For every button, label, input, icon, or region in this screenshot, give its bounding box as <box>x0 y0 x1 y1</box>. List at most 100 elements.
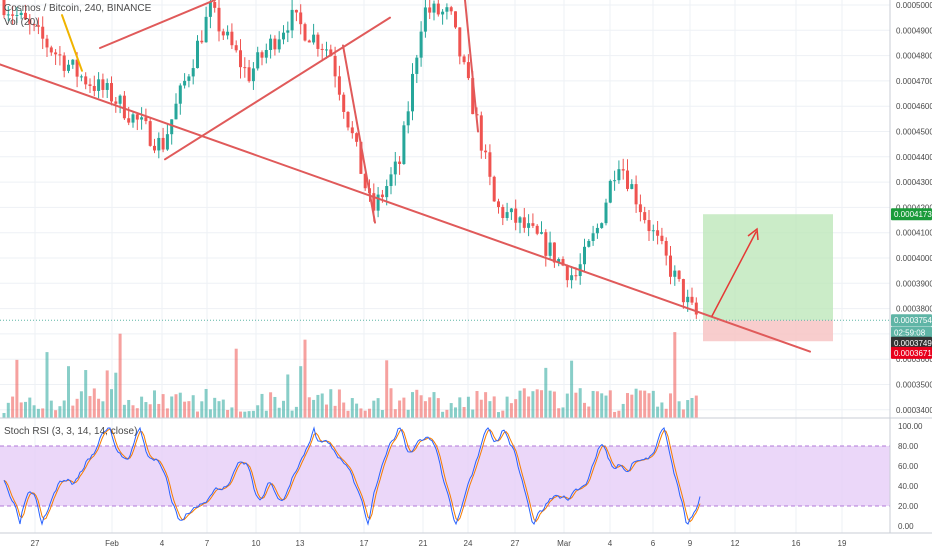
candle-body <box>316 34 320 49</box>
candle-body <box>97 79 101 91</box>
volume-bar <box>127 399 131 418</box>
candle-body <box>518 217 522 223</box>
price-badge[interactable] <box>891 336 932 349</box>
volume-bar <box>290 410 294 418</box>
trendline-channel-lower[interactable] <box>164 16 391 161</box>
trendline-channel-upper[interactable] <box>99 0 216 50</box>
candle-body <box>234 45 238 51</box>
candle-body <box>312 34 316 43</box>
candle-body <box>58 54 62 56</box>
rsi-tick-label: 40.00 <box>898 482 919 491</box>
candle-body <box>686 296 690 303</box>
volume-bar <box>148 404 152 418</box>
volume-bar <box>458 397 462 418</box>
time-tick-label: 4 <box>608 539 613 548</box>
time-tick-label: Feb <box>105 539 119 548</box>
price-tick-label: 0.0003900 <box>896 279 932 288</box>
price-tick-label: 0.0005000 <box>896 1 932 10</box>
price-tick-label: 0.0004100 <box>896 229 932 238</box>
volume-bar <box>626 393 629 418</box>
price-badge[interactable] <box>891 314 932 327</box>
volume-legend[interactable]: Vol (20) <box>4 17 39 28</box>
price-tick-label: 0.0004600 <box>896 102 932 111</box>
candle-body <box>342 94 346 112</box>
volume-bar <box>131 405 135 418</box>
price-badge[interactable] <box>891 346 932 359</box>
candle-body <box>45 38 49 48</box>
candle-body <box>264 49 268 58</box>
volume-bar <box>402 397 406 418</box>
price-badge[interactable] <box>891 326 932 339</box>
volume-bar <box>294 406 298 418</box>
candle-body <box>320 48 324 50</box>
volume-bar <box>71 405 75 418</box>
trendline-highlight[interactable] <box>61 14 83 72</box>
volume-bar <box>694 395 698 418</box>
candle-body <box>75 59 79 77</box>
candle-body <box>67 64 70 71</box>
price-badge[interactable] <box>891 208 932 221</box>
rsi-tick-label: 60.00 <box>898 462 919 471</box>
candle-body <box>690 296 694 303</box>
target-zone[interactable] <box>703 214 833 321</box>
trendline-drop-2[interactable] <box>464 0 479 133</box>
volume-bar <box>15 359 19 418</box>
candle-body <box>544 232 548 256</box>
price-tick-label: 0.0004700 <box>896 77 932 86</box>
candle-body <box>247 67 251 82</box>
candle-body <box>260 52 264 58</box>
volume-bar <box>488 401 492 418</box>
stop-zone[interactable] <box>703 320 833 342</box>
rsi-tick-label: 100.00 <box>898 422 923 431</box>
volume-bar <box>385 360 389 418</box>
volume-bar <box>105 370 109 418</box>
symbol-legend[interactable]: Cosmos / Bitcoin, 240, BINANCE <box>4 3 152 14</box>
price-tick-label: 0.0004800 <box>896 52 932 61</box>
volume-bar <box>191 395 195 418</box>
volume-bar <box>6 402 10 418</box>
volume-bar <box>359 408 363 418</box>
candle-body <box>393 161 397 175</box>
trendline-descending-support[interactable] <box>0 63 811 353</box>
position-zones[interactable] <box>0 214 890 342</box>
time-tick-label: 16 <box>792 539 801 548</box>
candle-body <box>36 25 40 27</box>
volume-bar <box>247 411 251 418</box>
candle-body <box>144 117 148 122</box>
candle-body <box>101 79 105 90</box>
candle-body <box>531 223 535 226</box>
candle-body <box>299 12 303 25</box>
trendlines[interactable] <box>0 0 811 353</box>
candle-body <box>110 83 113 102</box>
candle-body <box>170 119 174 135</box>
trendline-drop-1[interactable] <box>342 44 376 224</box>
volume-bar <box>690 397 694 418</box>
candle-body <box>419 31 423 58</box>
candle-body <box>634 184 638 205</box>
rsi-tick-label: 20.00 <box>898 502 919 511</box>
price-tick-label: 0.0003800 <box>896 305 932 314</box>
volume-bar <box>578 388 582 418</box>
volume-bar <box>196 411 199 418</box>
volume-bar <box>608 390 612 418</box>
time-tick-label: 9 <box>688 539 693 548</box>
candle-body <box>677 270 681 280</box>
volume-bar <box>613 411 617 418</box>
candle-body <box>165 134 169 150</box>
volume-bar <box>135 408 139 418</box>
price-axis[interactable]: 0.0005000 0.0004900 0.0004800 0.0004700 0.00… <box>891 1 932 415</box>
stoch-rsi-pane <box>0 426 890 526</box>
candle-body <box>79 76 83 78</box>
projection-arrow[interactable] <box>711 231 757 317</box>
time-axis[interactable]: 27 Feb 4 7 10 13 17 21 24 27 Mar 4 6 9 12 16 19 <box>31 539 847 548</box>
candle-body <box>372 193 376 211</box>
volume-bar <box>664 408 668 418</box>
candle-body <box>243 67 247 69</box>
volume-bar <box>62 400 66 418</box>
volume-bar <box>540 390 543 418</box>
candle-body <box>105 83 109 90</box>
stoch-rsi-legend[interactable]: Stoch RSI (3, 3, 14, 14, close) <box>4 426 138 437</box>
candle-body <box>187 76 191 81</box>
candle-body <box>122 95 126 119</box>
